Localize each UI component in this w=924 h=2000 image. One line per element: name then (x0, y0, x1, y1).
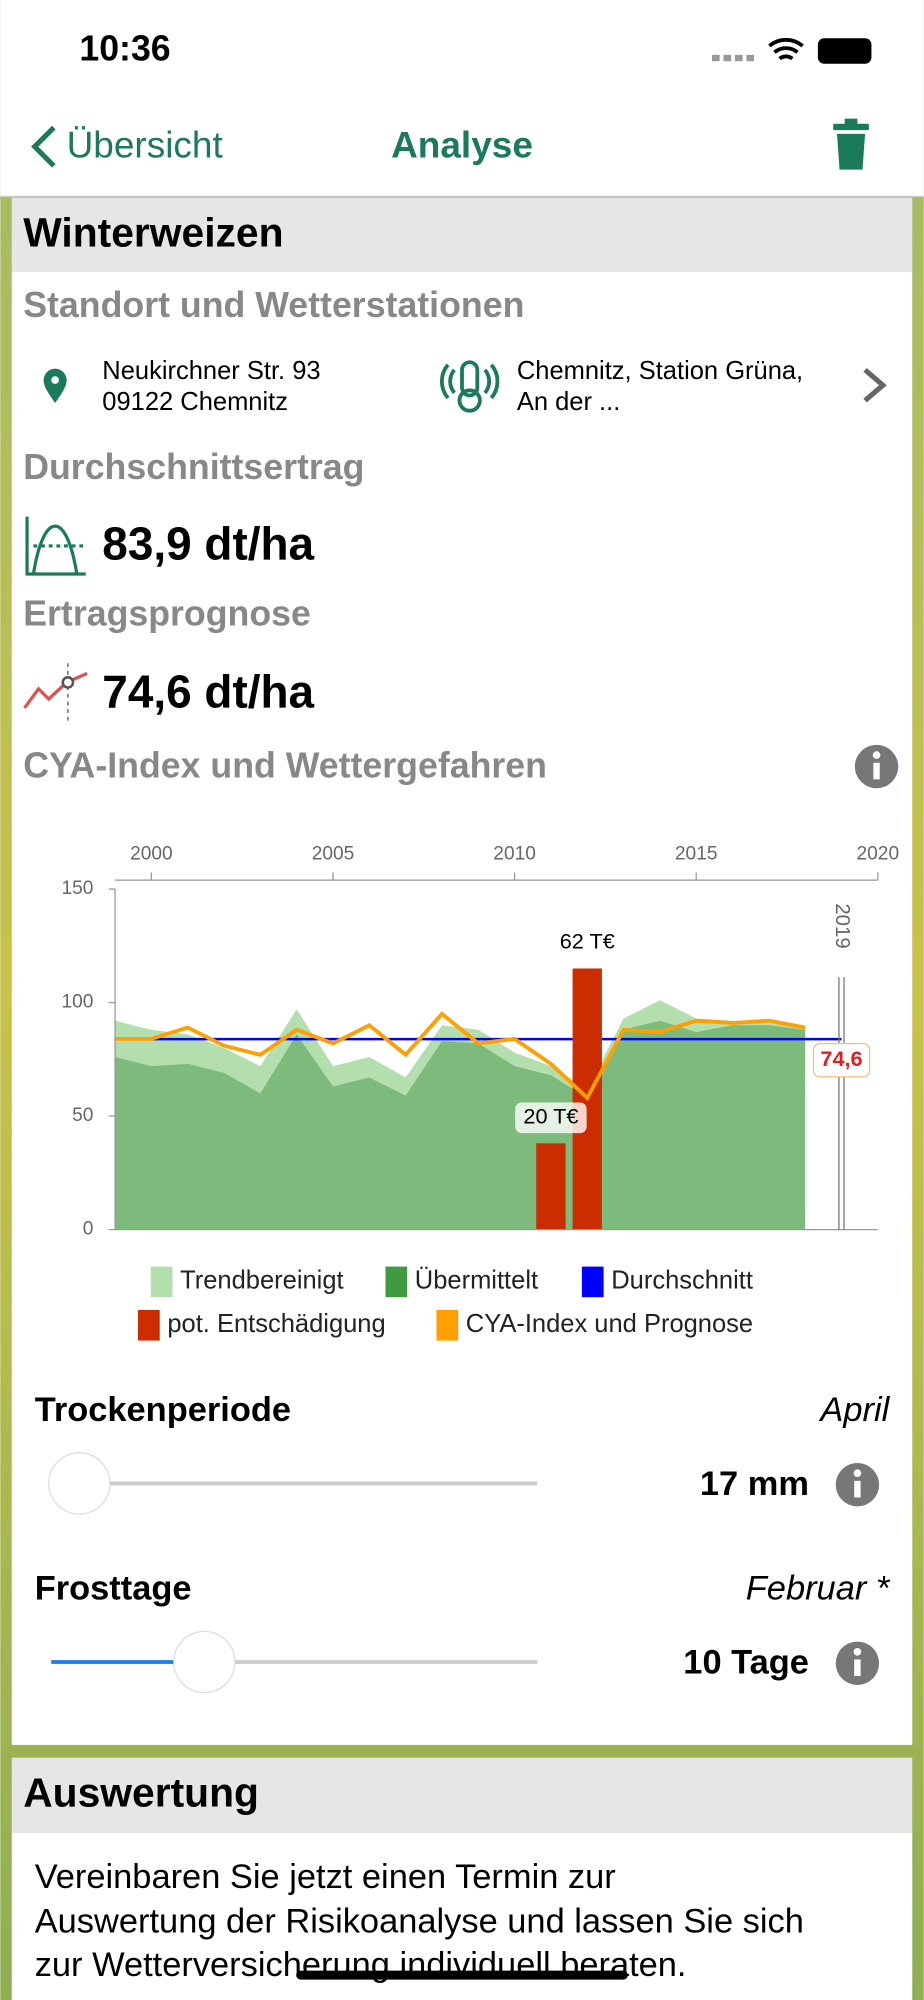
slider-label: Trockenperiode (35, 1391, 291, 1429)
header-bg (0, 0, 924, 197)
slider-period: Februar * (746, 1570, 891, 1608)
chart: 0 50 100 150 2000 2005 2010 2015 2020 20 T€ 62 T€ 2… (61, 844, 899, 1341)
location-heading: Standort und Wetterstationen (23, 285, 524, 325)
address-line: Neukirchner Str. 93 (102, 357, 320, 385)
nav-title: Analyse (391, 125, 533, 166)
average-value: 83,9 dt/ha (102, 517, 314, 569)
slider-thumb[interactable] (173, 1630, 236, 1694)
back-button[interactable]: Übersicht (67, 125, 223, 166)
legend-label: CYA-Index und Prognose (466, 1310, 753, 1338)
x-tick-label: 2020 (857, 844, 900, 865)
y-tick-label: 50 (72, 1105, 93, 1126)
info-button[interactable] (835, 1641, 880, 1685)
legend-label: pot. Entschädigung (167, 1310, 385, 1338)
info-button[interactable] (835, 1463, 880, 1507)
info-button[interactable] (854, 744, 899, 789)
legend-label: Übermittelt (415, 1267, 538, 1295)
prediction-box (812, 1042, 871, 1078)
slider-value: 10 Tage (683, 1644, 809, 1682)
slider-thumb[interactable] (48, 1452, 111, 1515)
line (115, 1011, 806, 1102)
annotation-box (515, 1102, 587, 1134)
legend-swatch (436, 1309, 459, 1341)
station-line: An der ... (517, 388, 620, 416)
forecast-heading: Ertragsprognose (23, 594, 311, 634)
section-title: Winterweizen (23, 210, 283, 256)
legend-swatch (150, 1266, 173, 1298)
annotation: 62 T€ (560, 929, 615, 954)
location-icon (43, 368, 67, 404)
home-indicator (296, 1970, 628, 1980)
slider-period: April (818, 1391, 890, 1429)
address-line: 09122 Chemnitz (102, 388, 288, 416)
y-tick-label: 100 (61, 992, 93, 1013)
x-tick-label: 2005 (312, 844, 355, 865)
signal (712, 54, 755, 62)
status-time: 10:36 (79, 28, 170, 68)
legend-swatch (581, 1266, 604, 1298)
evaluation-title: Auswertung (23, 1770, 259, 1816)
slider-label: Frosttage (35, 1570, 192, 1608)
x-tick-label: 2010 (493, 844, 536, 865)
station-chevron[interactable] (863, 367, 887, 403)
section-header (11, 1757, 913, 1833)
station-icon (440, 360, 500, 413)
area (115, 1020, 806, 1230)
average-icon (25, 516, 86, 576)
card (11, 271, 913, 1745)
legend-label: Trendbereinigt (180, 1267, 343, 1295)
station-line: Chemnitz, Station Grüna, (517, 357, 803, 385)
trash-button[interactable] (833, 118, 869, 170)
forecast-value: 74,6 dt/ha (102, 665, 314, 717)
y-tick-label: 0 (83, 1219, 94, 1240)
back-chevron[interactable] (31, 125, 56, 168)
x-tick-label: 2015 (675, 844, 718, 865)
evaluation-line: Vereinbaren Sie jetzt einen Termin zur (35, 1858, 616, 1896)
x-tick-label: 2000 (130, 844, 173, 865)
average-heading: Durchschnittsertrag (23, 447, 364, 487)
legend-label: Durchschnitt (611, 1267, 753, 1295)
location-icon-dot (51, 376, 59, 384)
evaluation-line: Auswertung der Risikoanalyse und lassen … (35, 1903, 804, 1941)
battery (817, 38, 872, 64)
section-header (11, 197, 913, 272)
chart-heading: CYA-Index und Wettergefahren (23, 745, 547, 785)
y-tick-label: 150 (61, 878, 93, 899)
slider-value: 17 mm (700, 1465, 809, 1503)
bar (536, 1143, 566, 1230)
prediction-year: 2019 (831, 903, 853, 948)
prediction-label: 74,6 (820, 1046, 862, 1071)
annotation: 20 T€ (523, 1104, 578, 1129)
legend-swatch (138, 1309, 160, 1341)
forecast-icon (23, 663, 88, 725)
legend-swatch (385, 1266, 408, 1298)
wifi (768, 37, 804, 61)
annotation-box (551, 927, 623, 959)
